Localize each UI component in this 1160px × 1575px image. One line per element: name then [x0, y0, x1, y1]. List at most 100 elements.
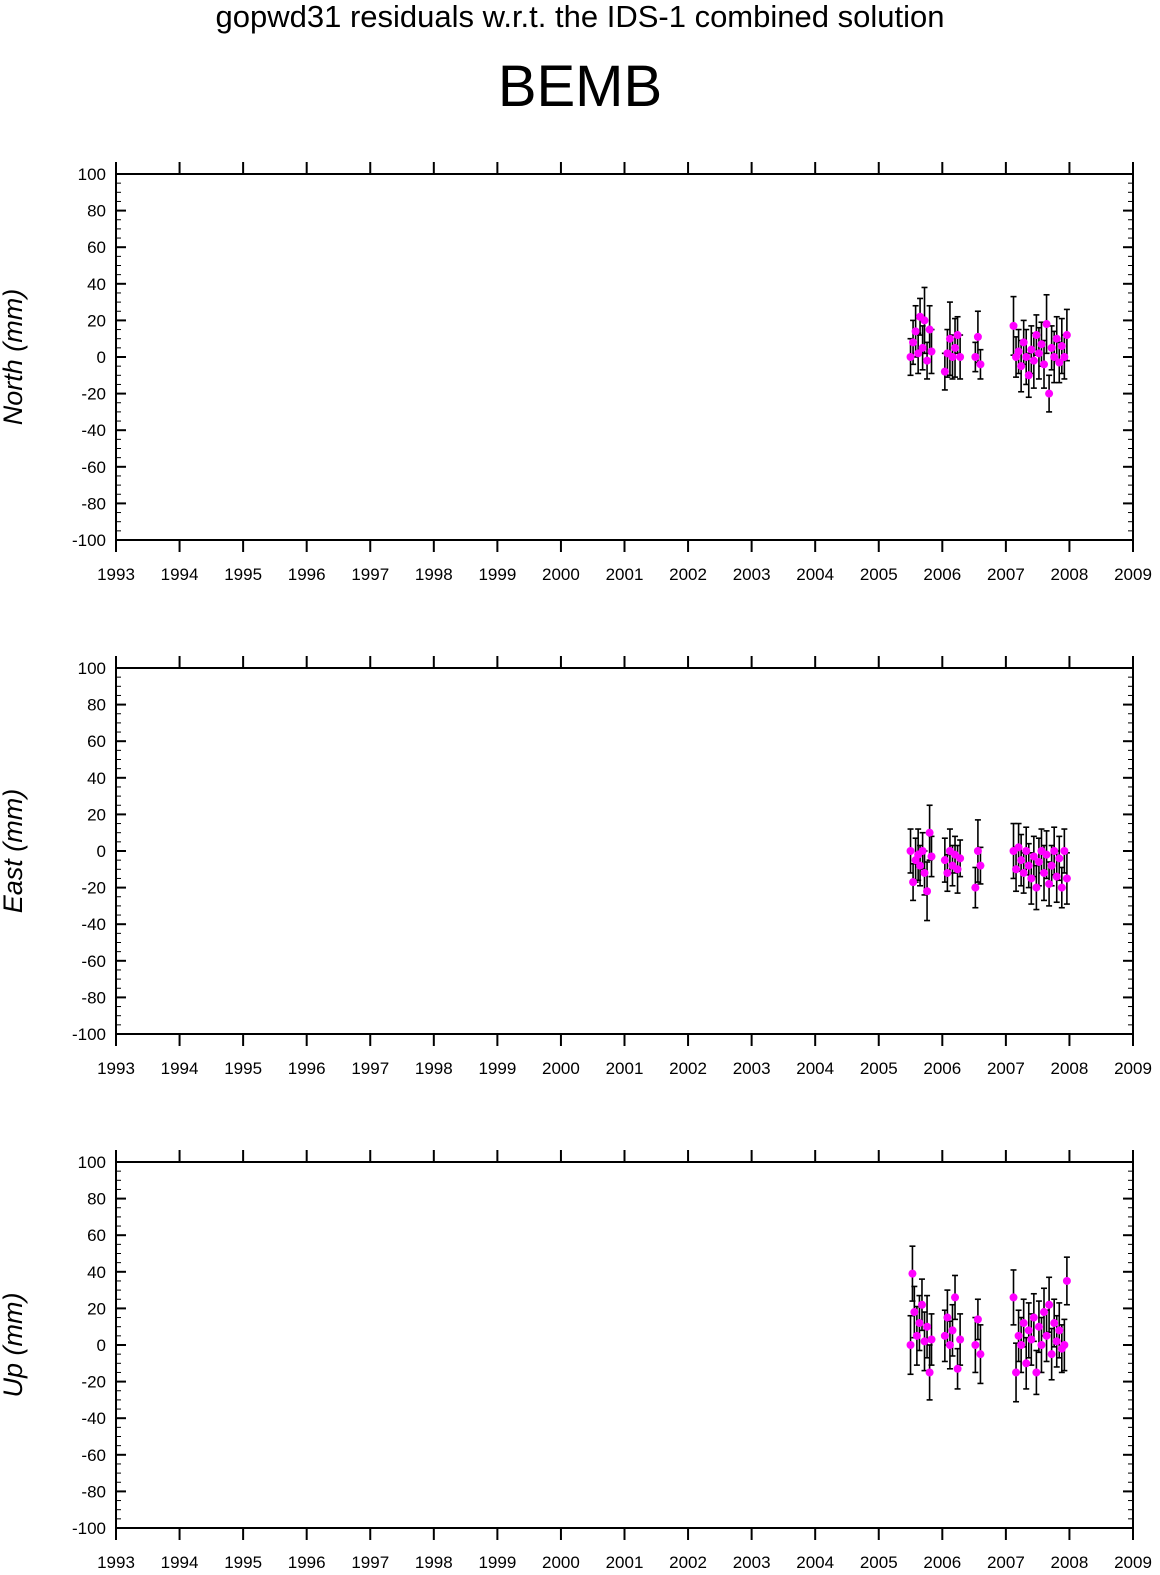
panel-east-data-point [940, 856, 949, 865]
panel-north-y-axis-label: North (mm) [0, 289, 28, 426]
panel-east-y-tick-label: -100 [72, 1025, 106, 1044]
panel-east-data-point [1042, 850, 1051, 859]
panel-east-x-tick-label: 2004 [796, 1059, 834, 1078]
panel-east-y-tick-label: -60 [81, 952, 106, 971]
panel-north-y-tick-label: 80 [87, 202, 106, 221]
panel-up-data-point [943, 1313, 952, 1322]
panel-up-x-tick-label: 1996 [288, 1553, 326, 1572]
panel-north-y-tick-label: 100 [78, 165, 106, 184]
panel-east-x-tick-label: 2000 [542, 1059, 580, 1078]
panel-east-x-tick-label: 1994 [161, 1059, 199, 1078]
panel-east-data-point [1017, 856, 1026, 865]
panel-up-y-tick-label: -60 [81, 1446, 106, 1465]
panel-east-data-point [1024, 861, 1033, 870]
panel-up-data-point [1022, 1359, 1031, 1368]
panel-east-y-tick-label: 80 [87, 696, 106, 715]
panel-north-x-tick-label: 1997 [351, 565, 389, 584]
panel-up-data-point [912, 1331, 921, 1340]
panel-up-data-point [927, 1335, 936, 1344]
panel-north-data-point [1009, 321, 1018, 330]
panel-north-data-point [953, 331, 962, 340]
panel-east-y-tick-label: 0 [97, 842, 106, 861]
panel-east-data-point [971, 883, 980, 892]
panel-up-data-point [1027, 1335, 1036, 1344]
panel-east-data-point [906, 847, 915, 855]
panel-up-data-point [1032, 1368, 1041, 1377]
panel-east-y-tick-label: -40 [81, 915, 106, 934]
panel-north-x-tick-label: 2003 [733, 565, 771, 584]
panel-up-y-tick-label: 40 [87, 1263, 106, 1282]
panel-north-y-tick-label: 40 [87, 275, 106, 294]
panel-up-x-tick-label: 2006 [923, 1553, 961, 1572]
panel-up-data-point [1024, 1326, 1033, 1335]
panel-up-data-point [917, 1300, 926, 1309]
panel-north-x-tick-label: 1995 [224, 565, 262, 584]
panel-north-x-tick-label: 2002 [669, 565, 707, 584]
panel-north-x-tick-label: 2005 [860, 565, 898, 584]
panel-north-data-point [914, 349, 923, 358]
panel-up-data-point [906, 1341, 915, 1349]
panel-up-data-point [910, 1308, 919, 1317]
panel-up-data-point [945, 1341, 954, 1349]
panel-up-x-tick-label: 2005 [860, 1553, 898, 1572]
panel-north-data-point [1042, 320, 1051, 329]
panel-east-data-point [943, 868, 952, 877]
panel-up-x-tick-label: 1995 [224, 1553, 262, 1572]
panel-east-data-point [1062, 874, 1071, 883]
panel-north-data-point [1050, 353, 1059, 361]
panel-up-y-tick-label: 0 [97, 1336, 106, 1355]
panel-east-data-point [956, 854, 965, 863]
panel-up-x-tick-label: 2000 [542, 1553, 580, 1572]
panel-north-data-point [1047, 343, 1056, 352]
panel-north-data-point [976, 360, 985, 369]
panel-east-data-point [1045, 879, 1054, 888]
chart-title: BEMB [497, 54, 663, 119]
panel-north-data-point [1032, 331, 1041, 340]
panel-north-data-point [925, 325, 934, 334]
panel-east-x-tick-label: 2002 [669, 1059, 707, 1078]
panel-east-data-point [923, 887, 932, 896]
panel-north-y-tick-label: -20 [81, 385, 106, 404]
panel-north-data-point [1062, 331, 1071, 340]
panel-east-x-tick-label: 1997 [351, 1059, 389, 1078]
panel-north-data-point [1029, 356, 1038, 365]
panel-up-y-tick-label: 80 [87, 1190, 106, 1209]
panel-up-data-point [1037, 1341, 1046, 1349]
panel-north-x-tick-label: 2006 [923, 565, 961, 584]
panel-up-x-tick-label: 2008 [1051, 1553, 1089, 1572]
panel-east-y-axis-label: East (mm) [0, 789, 28, 914]
panel-up: 100 80 60 40 20 0 -20 -40 -60 -80 -100 1993 1994 1995… [0, 1150, 1152, 1572]
panel-up-y-axis-label: Up (mm) [0, 1293, 28, 1398]
panel-up-data-point [915, 1319, 924, 1328]
panel-up-data-point [1060, 1341, 1069, 1349]
panel-north-x-tick-label: 2007 [987, 565, 1025, 584]
panel-up-data-point [920, 1337, 929, 1346]
panel-up-y-tick-label: -40 [81, 1409, 106, 1428]
panel-north-data-point [1040, 360, 1049, 369]
panel-east-x-tick-label: 2005 [860, 1059, 898, 1078]
panel-north-data-point [1057, 342, 1066, 351]
panel-east-x-tick-label: 1995 [224, 1059, 262, 1078]
panel-east-data-point [973, 847, 982, 855]
panel-up-x-tick-label: 1997 [351, 1553, 389, 1572]
panel-up-data-point [956, 1335, 965, 1344]
panel-north-data-point [1022, 353, 1031, 361]
panel-north-data-point [951, 343, 960, 352]
panel-up-data-point [1029, 1313, 1038, 1322]
panel-up-data-point [948, 1326, 957, 1335]
chart-suptitle: gopwd31 residuals w.r.t. the IDS-1 combi… [215, 0, 945, 34]
panel-east-data-point [953, 865, 962, 874]
panel-up-data-point [1009, 1293, 1018, 1302]
panel-north-data-point [1024, 371, 1033, 380]
panel-up-data-point [923, 1322, 932, 1331]
panel-north-data-point [927, 347, 936, 356]
panel-north-y-tick-label: -60 [81, 458, 106, 477]
panel-east-data-point [1040, 868, 1049, 877]
panel-east-data-point [918, 847, 927, 855]
panel-east-y-tick-label: 60 [87, 732, 106, 751]
panel-east-y-tick-label: 100 [78, 659, 106, 678]
panel-east-x-tick-label: 2007 [987, 1059, 1025, 1078]
panel-east-data-point [1014, 843, 1023, 852]
panel-north-data-point [920, 316, 929, 325]
